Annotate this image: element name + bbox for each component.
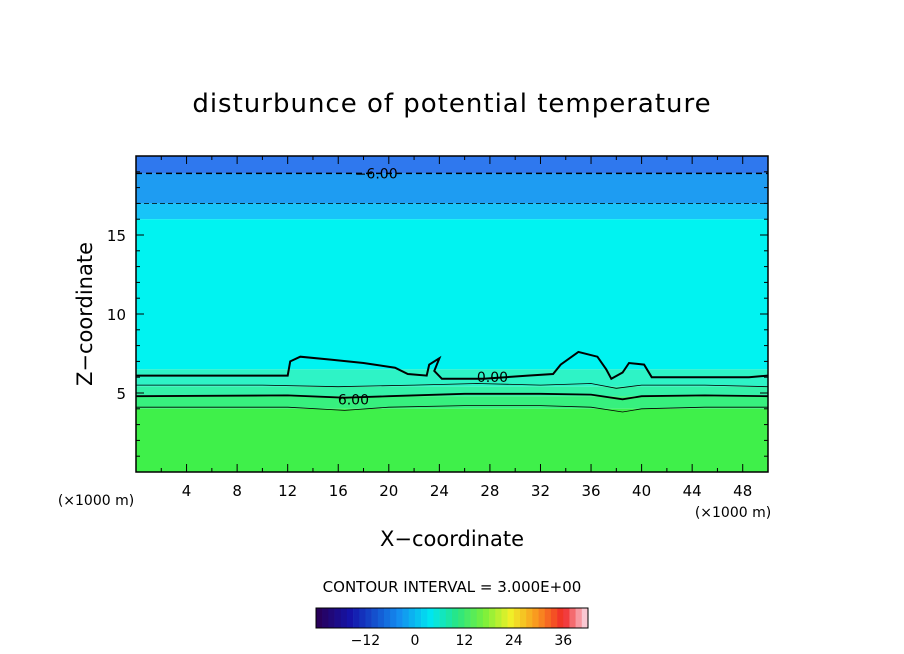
colorbar-cell bbox=[427, 608, 434, 628]
colorbar-cell bbox=[439, 608, 447, 628]
colorbar-cell bbox=[334, 608, 342, 628]
colorbar-cell bbox=[322, 608, 329, 628]
colorbar-cell bbox=[316, 608, 323, 628]
layer-5 bbox=[136, 386, 768, 397]
colorbar-frame bbox=[315, 607, 589, 629]
layer-6 bbox=[136, 396, 768, 409]
layer-1 bbox=[136, 173, 768, 204]
colorbar-cell bbox=[340, 608, 348, 628]
colorbar-cell bbox=[563, 608, 570, 628]
colorbar-tick-label-0: −12 bbox=[351, 633, 381, 649]
colorbar-cell bbox=[390, 608, 397, 628]
colorbar-cell bbox=[482, 608, 490, 628]
contour-3 bbox=[136, 383, 769, 389]
colorbar-cell bbox=[526, 608, 533, 628]
colorbar-cell bbox=[513, 608, 521, 628]
contour-label-1: 0.00 bbox=[477, 370, 508, 386]
layer-2 bbox=[136, 203, 768, 220]
layer-0 bbox=[136, 156, 768, 174]
colorbar-cell bbox=[581, 608, 589, 628]
x-tick-label-7: 32 bbox=[531, 482, 550, 500]
y-tick-label-2: 15 bbox=[107, 227, 126, 245]
contour-label-2: 6.00 bbox=[338, 392, 369, 408]
x-tick-label-8: 36 bbox=[581, 482, 600, 500]
y-tick-label-1: 10 bbox=[107, 306, 126, 324]
x-tick-label-6: 28 bbox=[480, 482, 499, 500]
colorbar-cell bbox=[402, 608, 410, 628]
x-axis-label: X−coordinate bbox=[380, 527, 524, 551]
layer-7 bbox=[136, 408, 768, 472]
colorbar-cell bbox=[377, 608, 385, 628]
colorbar-cell bbox=[458, 608, 465, 628]
colorbar-cell bbox=[433, 608, 440, 628]
colorbar-cell bbox=[328, 608, 335, 628]
colorbar-cell bbox=[353, 608, 360, 628]
colorbar-cell bbox=[476, 608, 484, 628]
colorbar-cell bbox=[470, 608, 478, 628]
colorbar-tick-label-3: 24 bbox=[505, 633, 523, 649]
x-tick-label-9: 40 bbox=[632, 482, 651, 500]
colorbar-cell bbox=[520, 608, 527, 628]
x-tick-label-10: 44 bbox=[683, 482, 702, 500]
colorbar-cell bbox=[544, 608, 552, 628]
colorbar-cell bbox=[575, 608, 583, 628]
y-axis-label: Z−coordinate bbox=[73, 242, 97, 386]
contour-zero bbox=[136, 350, 769, 381]
colorbar-cell bbox=[532, 608, 539, 628]
colorbar-tick-label-1: 0 bbox=[410, 633, 419, 649]
colorbar-cell bbox=[489, 608, 496, 628]
colorbar-cell bbox=[384, 608, 391, 628]
colorbar-cell bbox=[538, 608, 546, 628]
contour-9 bbox=[136, 405, 768, 413]
colorbar-cell bbox=[557, 608, 564, 628]
colorbar-cell bbox=[371, 608, 379, 628]
plot-area: −6.00 0.00 6.00 bbox=[135, 156, 769, 472]
contour-label-0: −6.00 bbox=[355, 166, 398, 182]
colorbar-cell bbox=[346, 608, 354, 628]
colorbar-cell bbox=[396, 608, 403, 628]
colorbar-cell bbox=[501, 608, 508, 628]
y-unit-label: (×1000 m) bbox=[58, 493, 134, 509]
colorbar-cell bbox=[359, 608, 366, 628]
colorbar-cell bbox=[464, 608, 471, 628]
x-tick-label-4: 20 bbox=[379, 482, 398, 500]
x-tick-label-2: 12 bbox=[278, 482, 297, 500]
x-tick-label-5: 24 bbox=[430, 482, 449, 500]
colorbar-tick-label-2: 12 bbox=[455, 633, 473, 649]
colorbar-cell bbox=[507, 608, 515, 628]
contour-6 bbox=[135, 392, 769, 401]
y-tick-label-0: 5 bbox=[116, 385, 126, 403]
colorbar: −12 0 12 24 36 bbox=[315, 607, 589, 649]
x-tick-label-3: 16 bbox=[329, 482, 348, 500]
x-axis: 4 8 12 16 20 24 28 32 36 40 44 48 bbox=[160, 156, 752, 500]
colorbar-cell bbox=[569, 608, 576, 628]
colorbar-cell bbox=[414, 608, 422, 628]
contour-interval-text: CONTOUR INTERVAL = 3.000E+00 bbox=[323, 578, 582, 596]
x-tick-label-0: 4 bbox=[182, 482, 192, 500]
colorbar-tick-label-4: 36 bbox=[554, 633, 572, 649]
colorbar-cell bbox=[365, 608, 372, 628]
colorbar-cell bbox=[421, 608, 428, 628]
colorbar-cell bbox=[452, 608, 459, 628]
y-axis: 5 10 15 bbox=[107, 171, 768, 457]
x-tick-label-1: 8 bbox=[232, 482, 242, 500]
colorbar-cell bbox=[495, 608, 502, 628]
x-unit-label: (×1000 m) bbox=[695, 505, 771, 521]
colorbar-cell bbox=[408, 608, 416, 628]
x-tick-label-11: 48 bbox=[733, 482, 752, 500]
colorbar-cell bbox=[445, 608, 453, 628]
colorbar-cell bbox=[550, 608, 558, 628]
layer-3 bbox=[136, 219, 768, 370]
chart-title: disturbunce of potential temperature bbox=[192, 89, 711, 119]
